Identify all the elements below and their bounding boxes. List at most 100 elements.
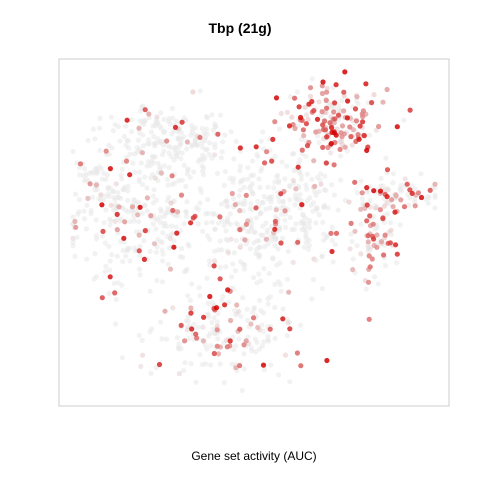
data-point [197,293,203,299]
data-point [360,201,366,207]
data-point [76,197,82,203]
data-point [195,324,201,331]
data-point [303,215,309,221]
data-point [96,164,102,170]
data-point [381,252,387,258]
data-point [206,151,212,157]
data-point [178,346,184,352]
data-point [245,334,251,340]
data-point [341,108,347,114]
data-point [251,229,257,235]
data-point [243,192,249,198]
data-point [102,268,108,275]
data-point [212,258,218,264]
data-point [232,202,238,208]
data-point [172,124,179,130]
data-point [219,247,225,253]
data-point [136,176,142,182]
data-point [406,202,412,208]
data-point [193,379,199,385]
data-point [169,173,175,179]
data-point [199,125,205,132]
data-point [311,158,317,164]
data-point [223,337,229,343]
data-point [322,173,328,179]
data-point [197,156,203,163]
data-point [181,269,187,275]
data-point [380,183,386,189]
data-point [84,256,90,262]
data-point [178,156,184,162]
data-point [170,230,176,236]
data-point [298,363,304,369]
data-point [215,351,222,357]
data-point [110,188,116,195]
data-point [223,264,229,270]
data-point [188,220,194,226]
data-point [107,166,113,172]
data-point [329,237,335,243]
data-point [365,233,371,239]
data-point [228,274,235,280]
data-point [292,202,298,208]
data-point [179,150,185,156]
data-point [121,186,127,193]
data-point [136,125,142,131]
data-point [137,169,143,175]
data-point [367,213,373,219]
data-point [96,196,102,202]
data-point [72,191,79,197]
data-point [217,214,223,220]
data-point [158,170,164,176]
data-point [115,190,121,196]
data-point [316,99,322,105]
data-point [153,226,159,232]
data-point [280,316,286,322]
data-point [401,204,408,210]
data-point [215,131,221,137]
data-point [146,111,152,117]
data-point [124,117,130,123]
data-point [148,370,154,376]
data-point [184,213,190,219]
data-point [290,177,296,184]
data-point [161,163,167,169]
data-point [148,175,154,181]
data-point [120,259,126,265]
data-point [324,105,330,111]
data-point [110,128,116,134]
data-point [341,93,347,99]
data-point [292,192,299,198]
data-point [161,116,167,122]
data-point [233,138,239,144]
data-point [287,379,293,385]
data-point [285,248,291,254]
data-point [372,274,378,280]
data-point [72,218,78,224]
data-point [374,244,380,250]
data-point [303,182,309,188]
data-point [253,205,259,211]
data-point [146,141,152,147]
data-point [347,246,353,252]
data-point [190,215,196,221]
data-point [111,280,117,286]
data-point [300,211,306,217]
data-point [264,149,270,155]
data-point [329,248,335,255]
data-point [324,89,330,95]
data-point [112,290,118,296]
data-point [159,239,165,246]
data-point [398,182,404,188]
data-point [180,254,186,260]
data-point [278,110,284,117]
data-point [183,183,189,190]
data-point [137,243,143,250]
data-point [217,264,224,270]
data-point [70,235,76,241]
data-point [215,310,221,316]
data-point [322,202,328,208]
data-point [311,108,317,114]
data-point [106,290,112,296]
data-point [256,251,262,258]
